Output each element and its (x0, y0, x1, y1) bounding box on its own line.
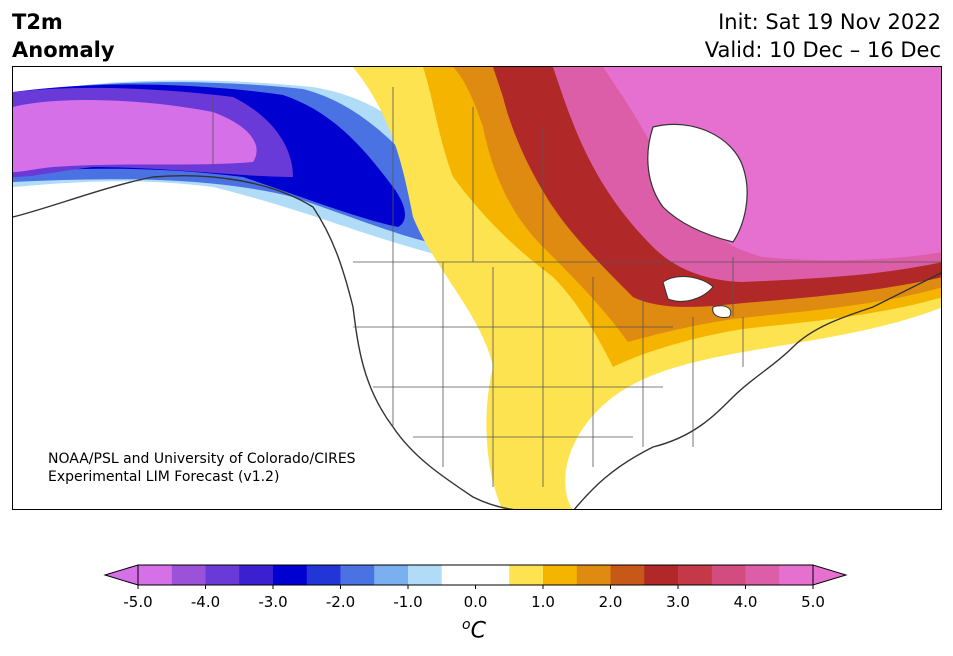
colorbar-swatch (239, 565, 274, 585)
map-canvas (13, 67, 941, 509)
colorbar-swatch (306, 565, 341, 585)
date-info: Init: Sat 19 Nov 2022 Valid: 10 Dec – 16… (705, 8, 941, 64)
cold-anomaly-extreme (13, 100, 257, 172)
credit-text: NOAA/PSL and University of Colorado/CIRE… (48, 450, 356, 486)
colorbar-tick-label: 1.0 (531, 593, 555, 611)
colorbar-swatch (171, 565, 206, 585)
colorbar-swatch (711, 565, 746, 585)
colorbar-tick-label: 0.0 (464, 593, 488, 611)
colorbar-tick-label: -2.0 (326, 593, 355, 611)
colorbar-swatch (543, 565, 578, 585)
hudson-bay (647, 123, 748, 243)
anomaly-map (12, 66, 942, 510)
warm-anomaly-core (603, 67, 941, 261)
colorbar-swatch (273, 565, 308, 585)
credit-line-1: NOAA/PSL and University of Colorado/CIRE… (48, 451, 356, 467)
colorbar-swatch (374, 565, 409, 585)
colorbar-swatch (408, 565, 443, 585)
colorbar-tick-label: -3.0 (258, 593, 287, 611)
colorbar-tick-label: -5.0 (123, 593, 152, 611)
credit-line-2: Experimental LIM Forecast (v1.2) (48, 469, 280, 485)
colorbar-tick-label: -4.0 (191, 593, 220, 611)
state-borders (353, 261, 941, 487)
colorbar-swatch (610, 565, 645, 585)
colorbar-swatch (509, 565, 544, 585)
colorbar-swatch (475, 565, 510, 585)
colorbar-tick-label: -1.0 (393, 593, 422, 611)
colorbar-tick-label: 5.0 (801, 593, 825, 611)
anomaly-label: Anomaly (12, 38, 115, 62)
init-date: Init: Sat 19 Nov 2022 (718, 10, 941, 34)
colorbar-swatch (138, 565, 173, 585)
colorbar-swatch (644, 565, 679, 585)
colorbar-swatch (678, 565, 713, 585)
colorbar-tick-label: 4.0 (734, 593, 758, 611)
unit-label: oC (462, 617, 486, 644)
colorbar-tick-label: 2.0 (599, 593, 623, 611)
great-lakes (662, 276, 732, 318)
plot-title: T2m Anomaly (12, 8, 115, 64)
colorbar-swatch (779, 565, 814, 585)
colorbar-swatch (745, 565, 780, 585)
colorbar-swatch (340, 565, 375, 585)
coastline (13, 175, 941, 509)
colorbar-extend-low (103, 564, 139, 586)
colorbar: -5.0 -4.0 -3.0 -2.0 -1.0 0.0 1.0 2.0 3.0 4.0 5.0 (103, 564, 848, 611)
colorbar-swatch (576, 565, 611, 585)
colorbar-tick-label: 3.0 (666, 593, 690, 611)
canada-provinces (212, 87, 734, 317)
colorbar-swatch (441, 565, 476, 585)
colorbar-swatch (205, 565, 240, 585)
variable-label: T2m (12, 10, 63, 34)
colorbar-extend-high (812, 564, 848, 586)
valid-range: Valid: 10 Dec – 16 Dec (704, 38, 941, 62)
